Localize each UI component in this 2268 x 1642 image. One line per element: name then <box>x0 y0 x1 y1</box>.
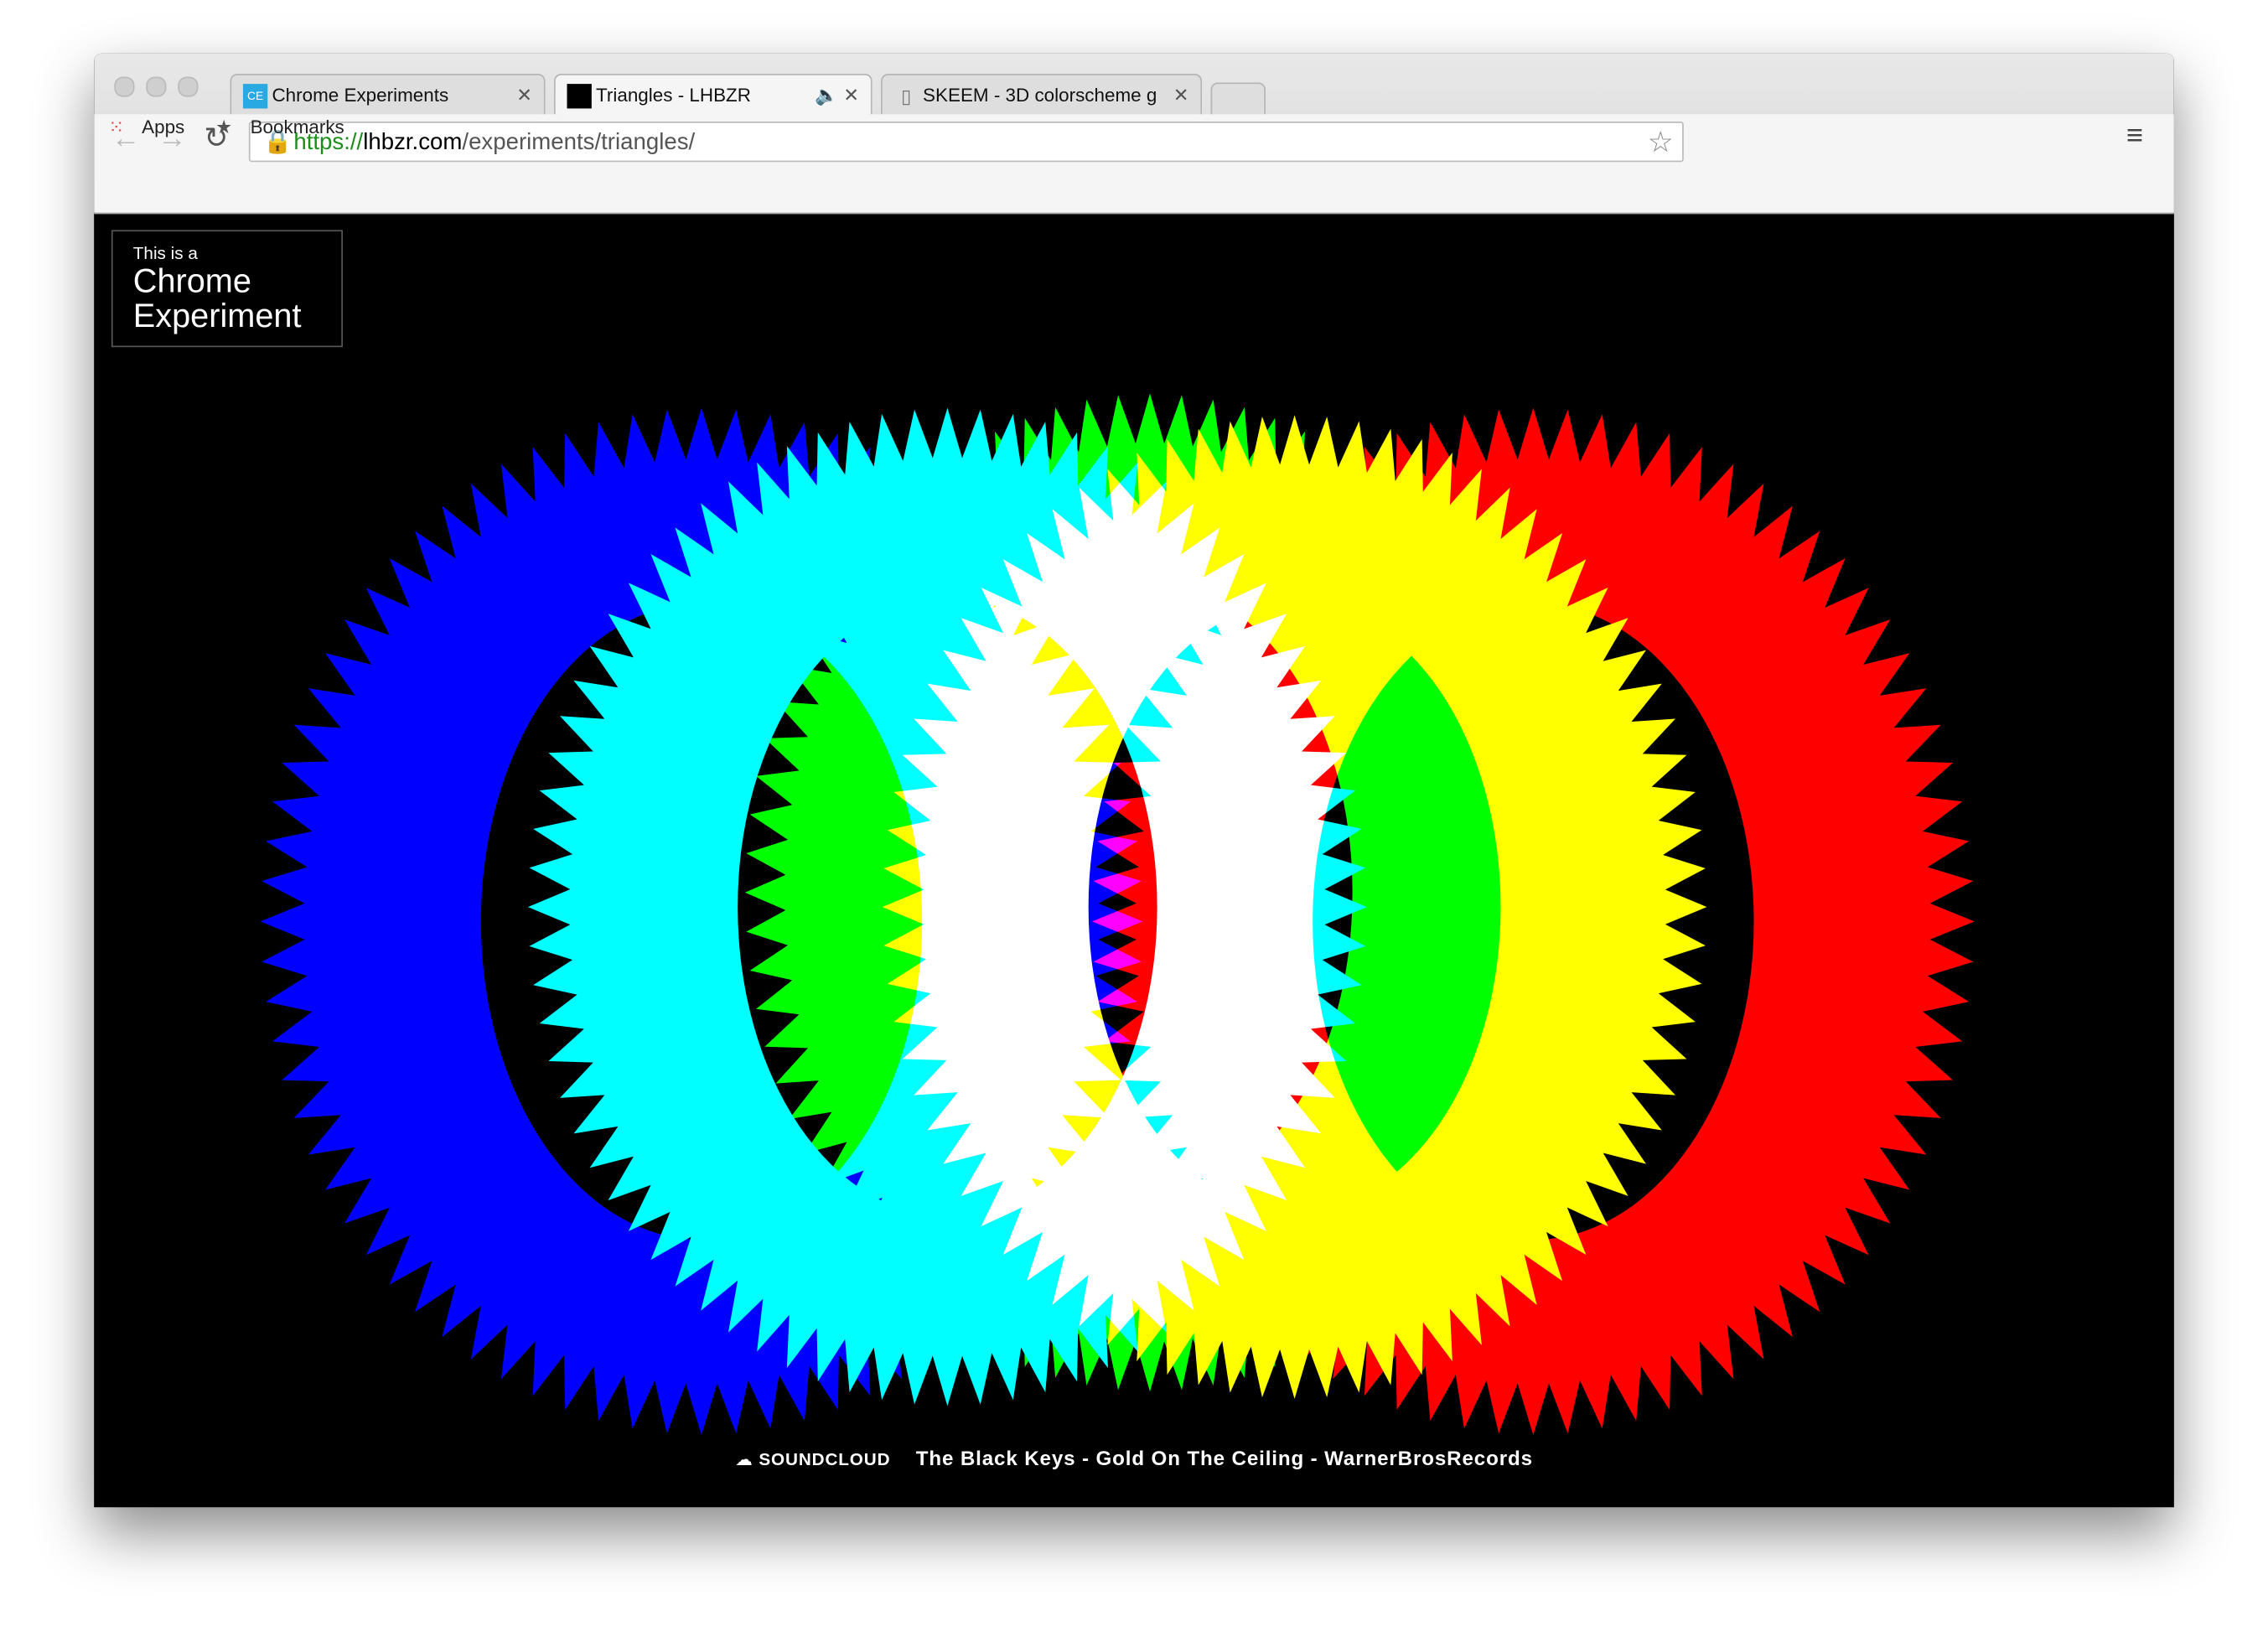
tab-icon: CE <box>242 84 268 109</box>
tab[interactable]: Triangles - LHBZR 🔈 ✕ <box>553 74 873 115</box>
tab[interactable]: ▯ SKEEM - 3D colorscheme g ✕ <box>881 74 1203 115</box>
tab-icon <box>567 84 592 109</box>
tab-title: Chrome Experiments <box>272 84 449 106</box>
badge-line: Experiment <box>132 296 302 334</box>
badge-line: Chrome <box>132 262 251 300</box>
url-scheme: https:// <box>293 130 364 155</box>
bookmark[interactable]: Apps <box>142 116 185 137</box>
tab-title: Triangles - LHBZR <box>596 84 751 106</box>
minimize-button[interactable] <box>146 76 167 97</box>
track[interactable]: The Black Keys - Gold On The Ceiling - W… <box>915 1446 1533 1470</box>
ring <box>882 415 1707 1399</box>
lock: 🔒 <box>263 130 293 155</box>
zoom-button[interactable] <box>178 76 199 97</box>
bookmark[interactable]: Bookmarks <box>250 116 344 137</box>
player: ☁ SOUNDCLOUD The Black Keys - Gold On Th… <box>94 1447 2174 1470</box>
ring <box>1091 407 1975 1435</box>
url-path: /experiments/triangles/ <box>462 130 696 155</box>
browser-window: CE Chrome Experiments ✕ Triangles - LHBZR… <box>94 53 2174 1508</box>
reload[interactable]: ↻ <box>204 122 229 155</box>
address-bar[interactable]: 🔒 https://lhbzr.com/experiments/triangles… <box>248 121 1684 163</box>
new-tab[interactable] <box>1210 82 1266 115</box>
forward[interactable]: → <box>158 122 187 155</box>
star[interactable]: ☆ <box>1647 127 1674 159</box>
close-button[interactable] <box>114 76 135 97</box>
menu[interactable]: ≡ <box>2126 120 2144 153</box>
tab-icon: ▯ <box>901 85 912 107</box>
tab[interactable]: CE Chrome Experiments ✕ <box>230 74 546 115</box>
soundcloud-logo[interactable]: ☁ SOUNDCLOUD <box>735 1449 891 1470</box>
toolbar: ← → ↻ 🔒 https://lhbzr.com/experiments/tri… <box>94 114 2174 213</box>
apps-icon: ⁙ <box>108 116 125 137</box>
url-host: lhbzr.com <box>363 130 463 155</box>
star-icon: ★ <box>215 116 233 137</box>
badge-small: This is a <box>132 242 198 264</box>
artwork <box>260 393 1975 1435</box>
back[interactable]: ← <box>111 122 141 155</box>
tab-title: SKEEM - 3D colorscheme g <box>923 84 1157 106</box>
chrome-experiment-badge[interactable]: This is a Chrome Experiment <box>111 230 344 348</box>
soundcloud: SOUNDCLOUD <box>759 1449 891 1470</box>
